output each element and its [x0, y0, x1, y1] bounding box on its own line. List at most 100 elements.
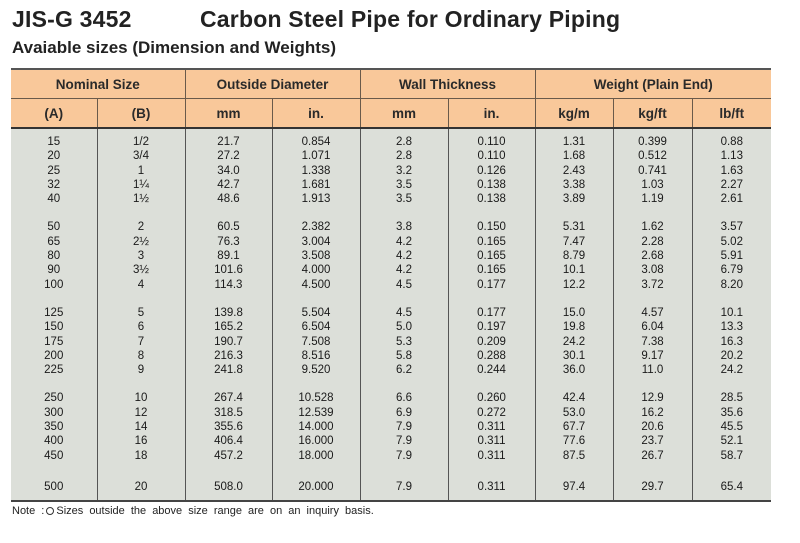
table-cell: 1.62	[612, 220, 693, 235]
spacer-cell	[184, 206, 272, 221]
table-cell: 3	[96, 249, 185, 264]
table-cell: 6	[96, 320, 185, 335]
table-cell: 20.000	[271, 479, 361, 503]
group-spacer	[11, 291, 772, 306]
table-cell: 10	[96, 391, 185, 406]
table-cell: 27.2	[184, 149, 272, 164]
table-cell: 6.2	[359, 363, 449, 378]
table-cell: 25	[11, 163, 97, 178]
table-cell: 1.681	[271, 177, 361, 193]
table-cell: 0.126	[447, 163, 536, 178]
table-cell: 0.272	[447, 405, 536, 421]
table-cell: 0.311	[447, 479, 536, 503]
table-cell: 3/4	[96, 149, 185, 164]
table-cell: 350	[11, 420, 97, 435]
table-cell: 241.8	[184, 363, 272, 378]
circle-bullet-icon	[46, 506, 55, 515]
spacer-cell	[359, 462, 449, 480]
table-cell: 190.7	[184, 334, 272, 349]
table-cell: 30.1	[534, 348, 614, 364]
table-cell: 20.2	[691, 348, 772, 364]
table-cell: 45.5	[691, 420, 772, 435]
spacer-cell	[96, 206, 185, 221]
table-cell: 1.31	[534, 128, 614, 150]
table-cell: 14	[96, 420, 185, 435]
table-cell: 24.2	[534, 334, 614, 349]
table-cell: 3.89	[534, 192, 614, 207]
table-cell: 5.02	[691, 234, 772, 250]
table-cell: 3.57	[691, 220, 772, 235]
spacer-cell	[184, 377, 272, 392]
table-cell: 508.0	[184, 479, 272, 503]
table-cell: 9.520	[271, 363, 361, 378]
table-cell: 24.2	[691, 363, 772, 378]
page-title: JIS-G 3452 Carbon Steel Pipe for Ordinary…	[12, 6, 620, 33]
table-cell: 165.2	[184, 320, 272, 335]
table-row: 225 9 241.8 9.520 6.2 0.244 36.0 11.0 24.2	[11, 363, 772, 378]
table-cell: 3.08	[612, 263, 693, 278]
table-cell: 60.5	[184, 220, 272, 235]
spacer-cell	[612, 377, 693, 392]
spacer-cell	[271, 291, 361, 306]
table-cell: 18	[96, 448, 185, 463]
table-cell: 8.516	[271, 348, 361, 364]
header-wall-thickness: Wall Thickness	[359, 70, 536, 99]
table-cell: 48.6	[184, 192, 272, 207]
table-cell: 6.6	[359, 391, 449, 406]
table-cell: 0.244	[447, 363, 536, 378]
table-cell: 225	[11, 363, 97, 378]
table-cell: 7.9	[359, 479, 449, 503]
table-cell: 7.47	[534, 234, 614, 250]
spacer-cell	[184, 291, 272, 306]
table-cell: 2.27	[691, 177, 772, 193]
table-cell: 318.5	[184, 405, 272, 421]
table-row: 100 4 114.3 4.500 4.5 0.177 12.2 3.72 8.20	[11, 277, 772, 292]
table-cell: 8.20	[691, 277, 772, 292]
table-cell: 0.165	[447, 249, 536, 264]
table-cell: 3.72	[612, 277, 693, 292]
spacer-cell	[11, 462, 97, 480]
table-cell: 1.68	[534, 149, 614, 164]
table-cell: 80	[11, 249, 97, 264]
note-label: Note :	[12, 505, 45, 517]
table-cell: 58.7	[691, 448, 772, 463]
pipe-sizes-table: Nominal Size Outside Diameter Wall Thick…	[11, 68, 772, 503]
table-cell: 65	[11, 234, 97, 250]
table-cell: 7.38	[612, 334, 693, 349]
table-cell: 0.209	[447, 334, 536, 349]
table-cell: 2.382	[271, 220, 361, 235]
page-subtitle: Avaiable sizes (Dimension and Weights)	[12, 38, 337, 57]
table-cell: 0.197	[447, 320, 536, 335]
table-cell: 0.88	[691, 128, 772, 150]
spacer-cell	[691, 377, 772, 392]
table-body: 15 1/2 21.7 0.854 2.8 0.110 1.31 0.399 0.88 20 3/4…	[11, 128, 772, 503]
table-cell: 6.9	[359, 405, 449, 421]
spacer-cell	[534, 206, 614, 221]
table-cell: 200	[11, 348, 97, 364]
table-cell: 4.500	[271, 277, 361, 292]
table-row: 65 2½ 76.3 3.004 4.2 0.165 7.47 2.28 5.02	[11, 234, 772, 250]
table-cell: 1.071	[271, 149, 361, 164]
table-cell: 77.6	[534, 434, 614, 449]
table-cell: 5.91	[691, 249, 772, 264]
table-cell: 5.504	[271, 305, 361, 321]
table-row: 400 16 406.4 16.000 7.9 0.311 77.6 23.7 52.1	[11, 434, 772, 449]
table-cell: 0.177	[447, 277, 536, 292]
table-cell: 3½	[96, 263, 185, 278]
table-cell: 19.8	[534, 320, 614, 335]
table-cell: 4.57	[612, 305, 693, 321]
table-cell: 76.3	[184, 234, 272, 250]
table-cell: 0.512	[612, 149, 693, 164]
table-cell: 4.2	[359, 263, 449, 278]
spacer-cell	[271, 377, 361, 392]
table-cell: 101.6	[184, 263, 272, 278]
spacer-cell	[534, 462, 614, 480]
table-cell: 40	[11, 192, 97, 207]
standard-code: JIS-G 3452	[12, 6, 132, 32]
spacer-cell	[11, 291, 97, 306]
col-kg-m: kg/m	[534, 98, 614, 129]
table-cell: 20	[96, 479, 185, 503]
table-cell: 12.2	[534, 277, 614, 292]
table-cell: 12	[96, 405, 185, 421]
table-row: 80 3 89.1 3.508 4.2 0.165 8.79 2.68 5.91	[11, 249, 772, 264]
